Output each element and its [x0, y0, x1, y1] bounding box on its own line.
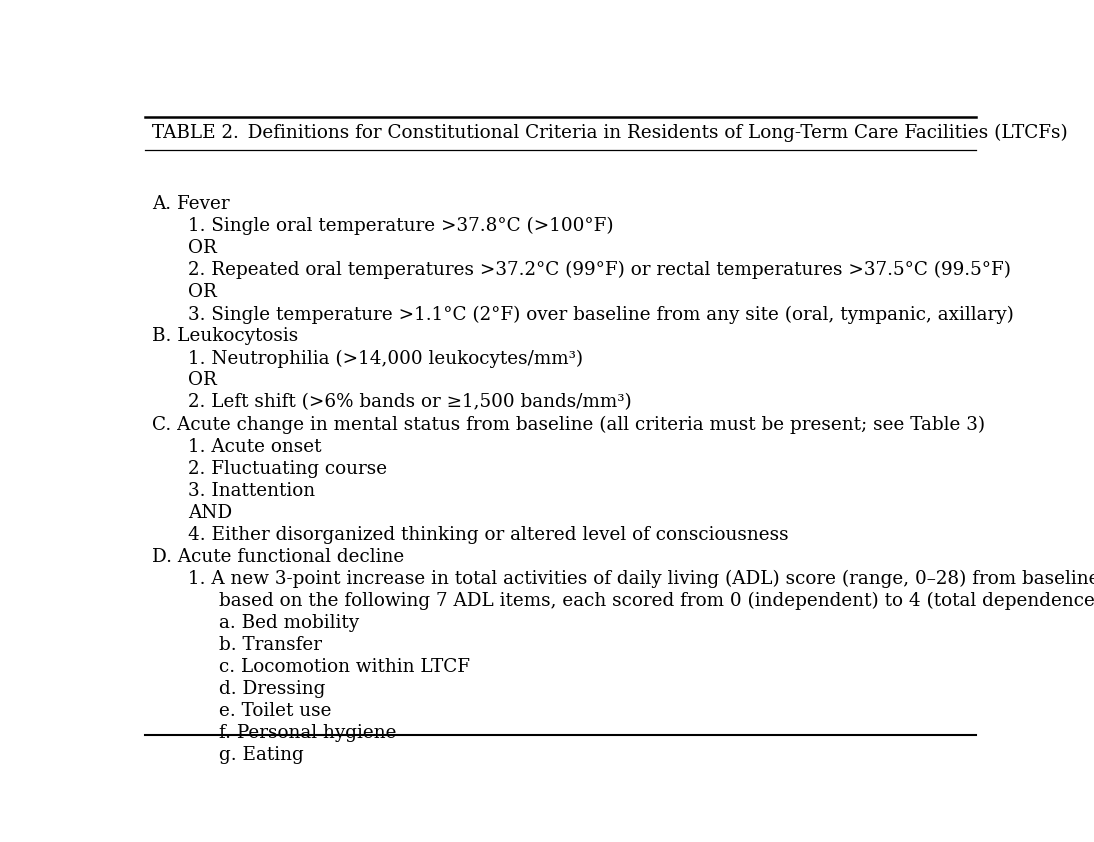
Text: d. Dressing: d. Dressing: [219, 680, 325, 698]
Text: based on the following 7 ADL items, each scored from 0 (independent) to 4 (total: based on the following 7 ADL items, each…: [219, 592, 1094, 610]
Text: f. Personal hygiene: f. Personal hygiene: [219, 724, 396, 742]
Text: 2. Left shift (>6% bands or ≥1,500 bands/mm³): 2. Left shift (>6% bands or ≥1,500 bands…: [188, 393, 631, 412]
Text: OR: OR: [188, 283, 217, 301]
Text: b. Transfer: b. Transfer: [219, 636, 322, 654]
Text: TABLE 2.: TABLE 2.: [152, 124, 238, 141]
Text: 3. Single temperature >1.1°C (2°F) over baseline from any site (oral, tympanic, : 3. Single temperature >1.1°C (2°F) over …: [188, 306, 1013, 323]
Text: a. Bed mobility: a. Bed mobility: [219, 614, 359, 632]
Text: Definitions for Constitutional Criteria in Residents of Long-Term Care Facilitie: Definitions for Constitutional Criteria …: [230, 124, 1068, 142]
Text: D. Acute functional decline: D. Acute functional decline: [152, 548, 405, 566]
Text: 1. Acute onset: 1. Acute onset: [188, 438, 322, 456]
Text: OR: OR: [188, 239, 217, 257]
Text: AND: AND: [188, 504, 232, 522]
Text: 3. Inattention: 3. Inattention: [188, 482, 315, 499]
Text: e. Toilet use: e. Toilet use: [219, 702, 331, 720]
Text: A. Fever: A. Fever: [152, 195, 230, 213]
Text: c. Locomotion within LTCF: c. Locomotion within LTCF: [219, 658, 470, 676]
Text: g. Eating: g. Eating: [219, 746, 304, 765]
Text: 1. Neutrophilia (>14,000 leukocytes/mm³): 1. Neutrophilia (>14,000 leukocytes/mm³): [188, 349, 583, 368]
Text: 1. A new 3-point increase in total activities of daily living (ADL) score (range: 1. A new 3-point increase in total activ…: [188, 570, 1094, 588]
Text: B. Leukocytosis: B. Leukocytosis: [152, 328, 299, 345]
Text: 1. Single oral temperature >37.8°C (>100°F): 1. Single oral temperature >37.8°C (>100…: [188, 217, 614, 236]
Text: 2. Repeated oral temperatures >37.2°C (99°F) or rectal temperatures >37.5°C (99.: 2. Repeated oral temperatures >37.2°C (9…: [188, 261, 1011, 280]
Text: 4. Either disorganized thinking or altered level of consciousness: 4. Either disorganized thinking or alter…: [188, 525, 789, 544]
Text: 2. Fluctuating course: 2. Fluctuating course: [188, 460, 387, 477]
Text: OR: OR: [188, 371, 217, 389]
Text: C. Acute change in mental status from baseline (all criteria must be present; se: C. Acute change in mental status from ba…: [152, 415, 985, 434]
